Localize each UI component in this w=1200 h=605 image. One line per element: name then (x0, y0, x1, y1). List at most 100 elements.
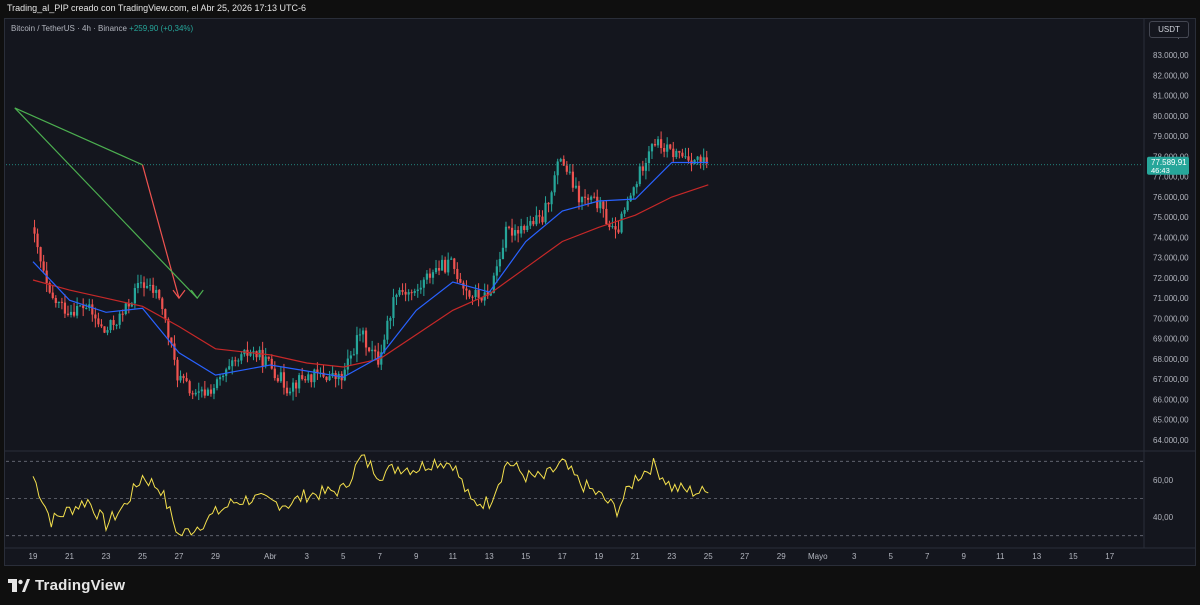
candle-body (468, 290, 471, 297)
candle-body (663, 148, 666, 152)
candle-body (194, 392, 197, 395)
candle-body (614, 226, 617, 230)
candle-body (285, 387, 289, 394)
time-tick-label: 17 (558, 552, 567, 561)
candle-body (480, 297, 483, 301)
candle-body (608, 224, 611, 228)
candle-body (149, 284, 152, 286)
footer-bar (0, 566, 1200, 605)
rsi-pane (6, 454, 1143, 537)
chart-frame[interactable] (4, 18, 1196, 566)
candle-body (103, 326, 106, 333)
candle-body (553, 175, 556, 193)
candle-body (535, 215, 538, 225)
candle-body (212, 388, 216, 394)
candle-body (279, 372, 282, 382)
candle-body (562, 159, 565, 166)
time-tick-label: 11 (996, 552, 1005, 561)
time-tick-label: 15 (1069, 552, 1078, 561)
candle-body (660, 139, 663, 149)
candle-body (124, 303, 127, 315)
candle-body (270, 358, 273, 369)
bearish-arrowhead (172, 289, 186, 300)
candle-body (678, 150, 681, 153)
price-axis: 64.000,00 65.000,00 66.000,00 67.000,00 68.0… (1147, 31, 1189, 522)
candle-body (386, 320, 389, 340)
candles-layer (33, 131, 708, 401)
time-tick-label: 9 (414, 552, 419, 561)
candle-body (498, 259, 501, 267)
candle-body (322, 372, 325, 377)
candle-body (559, 159, 562, 162)
moving-averages-layer (6, 161, 1143, 378)
candle-body (422, 279, 425, 288)
candle-body (632, 187, 635, 196)
candle-body (459, 278, 462, 283)
candle-body (398, 290, 401, 295)
candle-body (155, 289, 158, 293)
brand-name: TradingView (35, 577, 126, 594)
candle-countdown: 46:43 (1151, 166, 1170, 175)
candle-body (568, 171, 571, 173)
candle-body (252, 351, 255, 353)
candle-body (343, 369, 346, 381)
currency-button[interactable]: USDT (1149, 21, 1189, 38)
candle-body (447, 259, 450, 273)
rsi-tick-label: 40,00 (1153, 513, 1174, 522)
top-bar: Trading_al_PIP creado con TradingView.co… (0, 0, 1200, 18)
candle-body (583, 196, 587, 198)
candle-body (349, 355, 352, 359)
candle-body (705, 157, 708, 164)
candle-body (550, 192, 553, 205)
candle-body (596, 196, 599, 209)
time-tick-label: 9 (962, 552, 967, 561)
candle-body (419, 287, 422, 290)
candle-body (161, 298, 164, 310)
time-tick-label: 7 (378, 552, 383, 561)
candle-body (364, 330, 368, 348)
candle-body (465, 288, 468, 291)
ema-fast-line (32, 161, 709, 378)
candle-body (54, 297, 57, 304)
candle-body (185, 378, 188, 382)
price-tick-label: 73.000,00 (1153, 254, 1189, 263)
candle-body (276, 378, 279, 382)
candle-body (450, 258, 453, 260)
time-tick-label: 21 (65, 552, 74, 561)
projection-arrows-layer (14, 107, 204, 300)
candle-body (118, 313, 121, 325)
time-tick-label: 3 (852, 552, 857, 561)
candle-body (514, 230, 517, 236)
candle-body (109, 320, 112, 331)
rsi-line (32, 454, 709, 537)
candle-body (556, 161, 559, 176)
candle-body (371, 349, 374, 352)
candle-body (139, 282, 143, 284)
symbol-legend[interactable]: Bitcoin / TetherUS · 4h · Binance +259,9… (11, 24, 193, 33)
tradingview-brand[interactable]: TradingView (8, 577, 125, 594)
candle-body (310, 374, 313, 383)
candle-body (395, 294, 398, 298)
candle-body (696, 156, 699, 160)
candle-body (413, 291, 416, 293)
candle-body (200, 389, 203, 392)
candle-body (644, 163, 647, 171)
candle-body (167, 319, 170, 338)
price-tick-label: 74.000,00 (1153, 233, 1189, 242)
candle-body (444, 259, 447, 273)
candle-body (656, 139, 660, 146)
candle-body (316, 369, 319, 374)
candle-body (441, 259, 444, 271)
price-tick-label: 83.000,00 (1153, 51, 1189, 60)
candle-body (526, 225, 529, 231)
time-tick-label: 19 (594, 552, 603, 561)
candle-body (203, 389, 206, 396)
candle-body (179, 375, 182, 381)
price-tick-label: 65.000,00 (1153, 416, 1189, 425)
candle-body (206, 389, 209, 396)
candle-body (48, 282, 51, 293)
candle-body (291, 382, 295, 392)
bullish-arrowhead (190, 289, 204, 300)
candle-body (510, 227, 514, 236)
